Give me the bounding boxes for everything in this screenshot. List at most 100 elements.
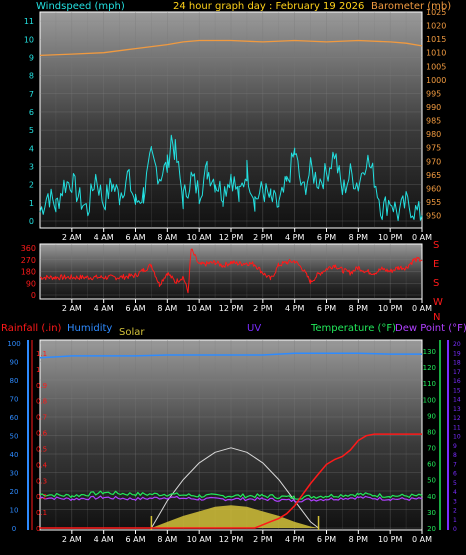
humidity-tick-label: 100 [7,340,20,348]
barometer-tick-label: 985 [426,117,441,126]
humidity-tick-label: 20 [10,488,19,496]
time-tick-label: 10 AM [187,304,212,313]
time-tick-label: 10 PM [378,535,403,544]
direction-tick-label: 360 [21,244,36,253]
barometer-tick-label: 955 [426,198,441,207]
rain-tick-label: 0.6 [36,430,48,438]
humidity-line [39,352,422,359]
barometer-tick-label: 980 [426,130,441,139]
wind-direction-line [39,248,423,294]
humidity-tick-label: 50 [10,433,19,441]
temperature-line [39,490,423,500]
humidity-tick-label: 30 [10,470,19,478]
compass-label: S [433,240,439,251]
time-tick-label: 10 AM [187,233,212,242]
uv-tick-label: 0 [453,526,457,533]
temp-tick-label: 50 [427,477,436,485]
humidity-tick-label: 10 [10,507,19,515]
time-tick-label: 6 PM [317,233,336,242]
temp-tick-label: 120 [423,364,436,372]
temp-tick-label: 130 [423,348,436,356]
wind-tick-label: 11 [24,17,34,26]
direction-tick-label: 90 [26,279,36,288]
time-tick-label: 8 PM [349,304,368,313]
wind-tick-label: 10 [24,35,34,44]
barometer-tick-label: 995 [426,89,441,98]
humidity-tick-label: 70 [10,396,19,404]
wind-tick-label: 9 [29,53,34,62]
time-tick-label: 8 PM [349,233,368,242]
rain-tick-label: 0.3 [36,477,47,485]
temp-tick-label: 20 [427,525,436,533]
solar-area [151,505,319,528]
solar-max-curve [150,447,319,529]
graph-title: 24 hour graph day : February 19 2026 [173,1,364,12]
direction-tick-label: 270 [21,256,36,265]
time-tick-label: 8 AM [157,535,177,544]
wind-label: Windspeed (mph) [36,1,125,12]
temp-tick-label: 110 [423,380,436,388]
wind-tick-label: 6 [29,108,34,117]
uv-tick-label: 12 [453,415,461,422]
barometer-tick-label: 975 [426,144,441,153]
temperature-label: Temperature (°F) [310,323,396,334]
wind-tick-label: 4 [29,144,34,153]
time-tick-label: 2 PM [253,233,272,242]
time-tick-label: 2 AM [62,233,82,242]
humidity-tick-label: 90 [10,359,19,367]
barometer-tick-label: 960 [426,184,441,193]
windspeed-line [39,134,423,222]
humidity-label: Humidity [67,323,112,334]
rain-tick-label: 0 [36,525,40,533]
uv-tick-label: 8 [453,452,457,459]
uv-tick-label: 1 [453,517,457,524]
dewpoint-line [39,495,423,503]
temp-tick-label: 80 [427,428,436,436]
dewpoint-label: Dew Point (°F) [395,323,466,334]
uv-tick-label: 18 [453,360,461,367]
compass-label: N [433,312,440,323]
uv-tick-label: 17 [453,369,461,376]
uv-label: UV [247,323,261,334]
rain-tick-label: 0.7 [36,414,47,422]
time-tick-label: 8 AM [157,233,177,242]
temp-tick-label: 60 [427,461,436,469]
time-tick-label: 6 AM [125,535,145,544]
rain-tick-label: 1.1 [36,350,47,358]
uv-tick-label: 2 [453,508,457,515]
uv-tick-label: 7 [453,461,457,468]
time-tick-label: 10 AM [187,535,212,544]
rain-tick-label: 0.1 [36,509,47,517]
uv-tick-label: 11 [453,424,461,431]
time-tick-label: 2 AM [62,535,82,544]
uv-tick-label: 19 [453,350,461,357]
time-tick-label: 0 AM [412,304,432,313]
wind-tick-label: 3 [29,162,34,171]
rain-tick-label: 0.2 [36,493,47,501]
time-tick-label: 6 AM [125,233,145,242]
time-tick-label: 4 PM [285,535,304,544]
compass-label: E [433,259,439,270]
time-tick-label: 4 AM [94,304,114,313]
humidity-tick-label: 40 [10,451,19,459]
humidity-tick-label: 80 [10,377,19,385]
wind-tick-label: 7 [29,90,34,99]
humidity-tick-label: 60 [10,414,19,422]
time-tick-label: 6 AM [125,304,145,313]
uv-tick-label: 3 [453,498,457,505]
time-tick-label: 2 AM [62,304,82,313]
direction-tick-label: 180 [21,268,36,277]
barometer-tick-label: 965 [426,171,441,180]
uv-tick-label: 6 [453,471,457,478]
uv-tick-label: 14 [453,397,461,404]
barometer-label: Barometer (mb) [371,1,451,12]
uv-tick-label: 15 [453,387,461,394]
uv-tick-label: 9 [453,443,457,450]
temp-tick-label: 40 [427,493,436,501]
wind-tick-label: 8 [29,72,34,81]
rain-tick-label: 0.5 [36,445,47,453]
time-tick-label: 12 PM [219,233,244,242]
time-tick-label: 4 PM [285,304,304,313]
time-tick-label: 0 AM [412,233,432,242]
time-tick-label: 0 AM [412,535,432,544]
